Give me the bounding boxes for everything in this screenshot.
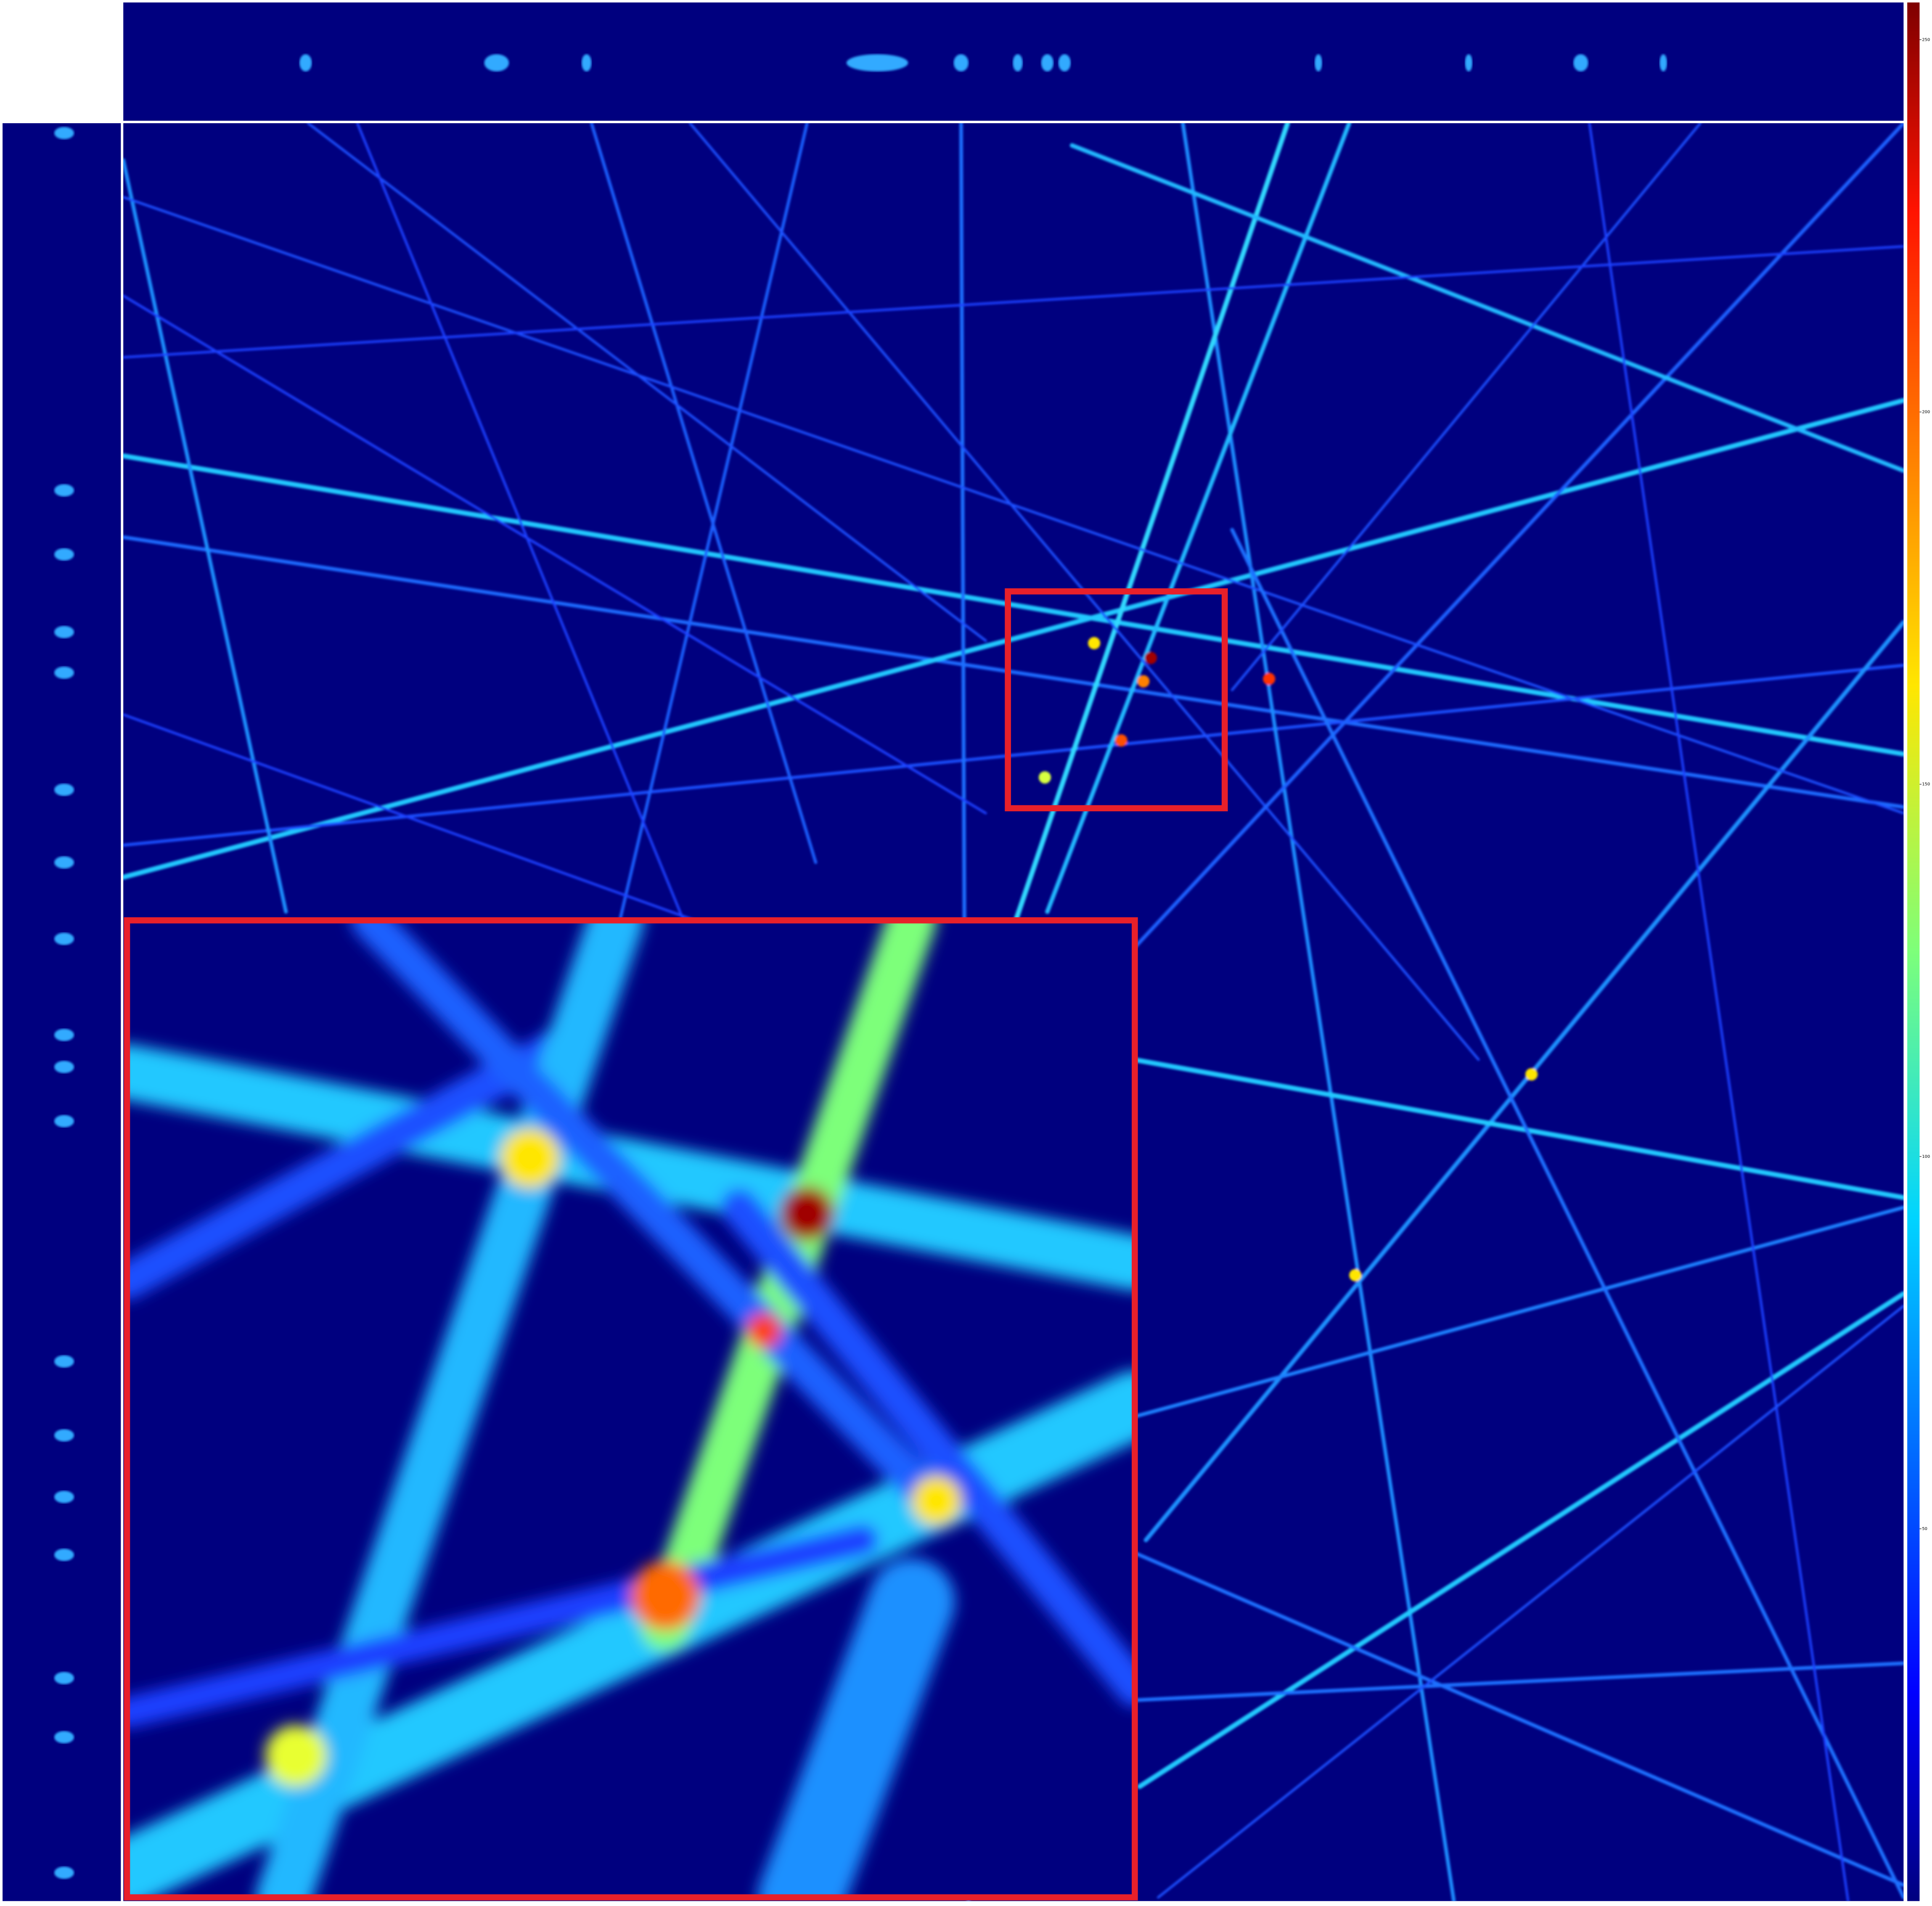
left-projection-peaks: [54, 127, 74, 1879]
colorbar: [1907, 2, 1920, 1901]
projection-peak: [54, 1490, 74, 1504]
ridge-line: [1588, 123, 1850, 1901]
peak: [1263, 672, 1276, 685]
ridge-line: [1008, 123, 1290, 939]
ridge-line: [123, 664, 1904, 847]
projection-peak: [54, 548, 74, 561]
colorbar-tick-label: 250: [1922, 37, 1930, 42]
ridge-line: [1181, 123, 1456, 1901]
peak: [1525, 1068, 1538, 1081]
ridge-line: [1157, 1305, 1904, 1899]
colorbar-tick-label: 100: [1922, 1154, 1930, 1159]
ridge-line: [1137, 1291, 1904, 1789]
ridge-line: [123, 535, 1904, 809]
ridge-line: [123, 453, 1904, 757]
ridge-line: [123, 245, 1904, 359]
ridge-line: [123, 398, 1904, 880]
inset-ridge: [256, 920, 644, 1898]
ridge-line: [1132, 1661, 1904, 1702]
ridge-line: [307, 123, 987, 642]
peak: [1144, 651, 1157, 664]
projection-peak: [54, 1115, 74, 1128]
projection-peak: [54, 127, 74, 140]
ridge-line: [1231, 123, 1702, 691]
ridge-line: [1132, 123, 1904, 951]
inset-peak: [631, 1561, 700, 1630]
ridge-line: [1132, 1550, 1904, 1887]
projection-peak: [54, 1061, 74, 1073]
projection-peak: [54, 666, 74, 679]
inset-border: [124, 917, 1138, 1901]
ridge-line: [1069, 143, 1904, 473]
ridge-line: [123, 713, 741, 938]
projection-peak: [54, 856, 74, 869]
zoom-inset: [124, 917, 1138, 1901]
inset-ridge: [351, 920, 955, 1522]
inset-ridge: [127, 1525, 878, 1728]
projection-peak: [1013, 54, 1023, 71]
colorbar-tick-label: 150: [1922, 782, 1930, 787]
peak: [1088, 637, 1101, 649]
colorbar-tick-label: 50: [1922, 1527, 1927, 1531]
inset-peak: [912, 1476, 961, 1525]
projection-peak: [1573, 54, 1588, 71]
peak: [1038, 771, 1051, 784]
projection-peak: [54, 1029, 74, 1041]
projection-peak: [54, 1731, 74, 1744]
top-projection-peaks: [299, 54, 1667, 71]
peak: [1137, 675, 1150, 688]
zoom-region: [1005, 588, 1228, 812]
projection-peak: [299, 54, 312, 71]
ridge-line: [356, 123, 691, 938]
projection-peak: [1315, 54, 1322, 71]
projection-peak: [54, 932, 74, 945]
ridge-line: [123, 294, 987, 815]
projection-peak: [54, 626, 74, 638]
ridge-line: [590, 123, 818, 864]
projection-peak: [54, 1429, 74, 1442]
inset-ridge: [721, 1189, 1135, 1707]
peak: [1349, 1269, 1362, 1281]
projection-peak: [1465, 54, 1473, 71]
peak: [1115, 734, 1127, 747]
projection-peak: [484, 54, 509, 71]
ridge-line: [1045, 123, 1352, 914]
ridge-line: [123, 196, 1904, 815]
projection-peak: [1058, 54, 1071, 71]
projection-peak: [54, 784, 74, 796]
left-projection: [3, 123, 121, 1901]
projection-peak: [846, 54, 908, 71]
projection-peak: [54, 1672, 74, 1684]
ridge-line: [614, 123, 809, 938]
projection-peak: [54, 1866, 74, 1879]
ridge-line: [1132, 1205, 1904, 1419]
inset-ridge: [757, 1558, 955, 1898]
projection-peak: [581, 54, 592, 71]
inset-peak: [265, 1725, 327, 1787]
colorbar-ticks: 50 100 150 200 250: [1919, 37, 1930, 1531]
projection-peak: [953, 54, 969, 71]
ridge-line: [123, 158, 288, 914]
projection-peak: [54, 1355, 74, 1368]
inset-peak: [780, 1186, 834, 1241]
projection-peak: [54, 484, 74, 497]
projection-peak: [1659, 54, 1667, 71]
ridge-line: [1143, 620, 1904, 1543]
inset-peak: [746, 1313, 781, 1348]
inset-lines: [127, 920, 1135, 1898]
projection-peak: [1041, 54, 1053, 71]
heatmap-lines: [123, 123, 1904, 1901]
colorbar-tick-label: 200: [1922, 410, 1930, 415]
ridge-line: [1131, 1057, 1904, 1200]
projection-peak: [54, 1549, 74, 1561]
inset-peak: [500, 1128, 560, 1188]
